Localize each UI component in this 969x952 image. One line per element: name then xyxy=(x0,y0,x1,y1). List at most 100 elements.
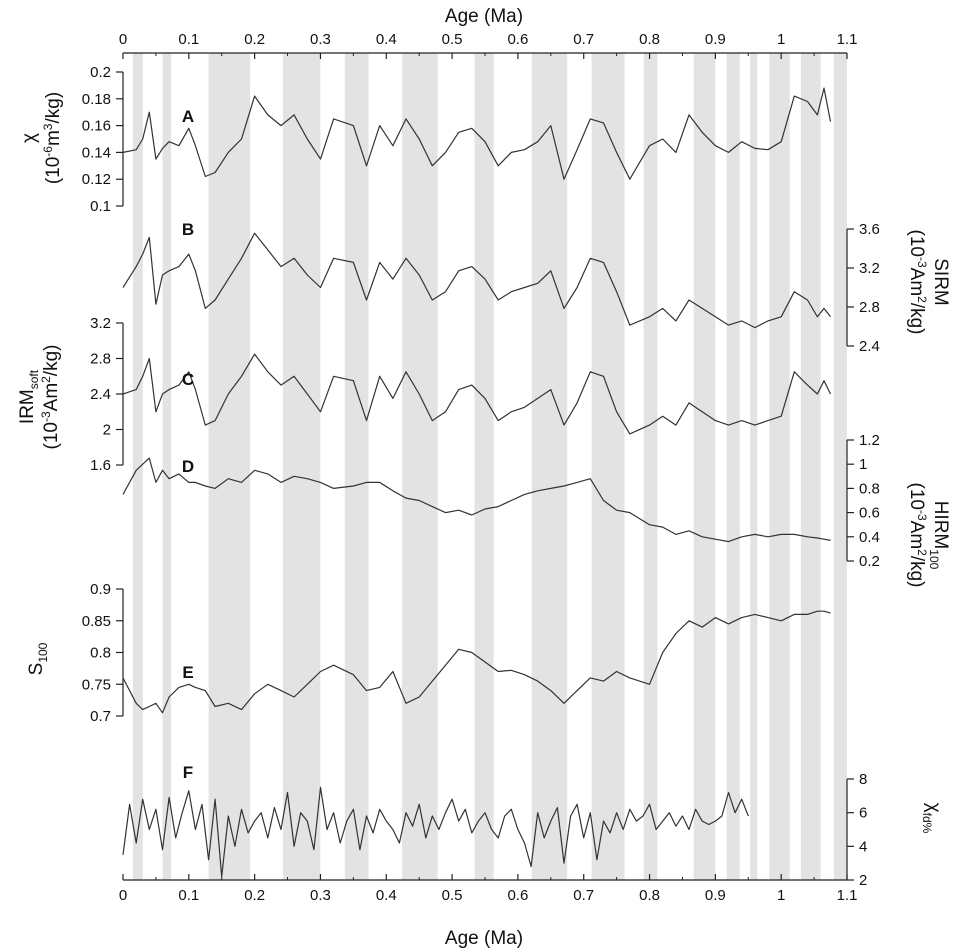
x-tick-label: 0.7 xyxy=(573,887,594,904)
panel-e-y-tick-label: 0.9 xyxy=(90,581,111,598)
panel-a-letter: A xyxy=(182,107,194,126)
shaded-band-2 xyxy=(162,53,172,880)
shaded-band-11 xyxy=(693,53,716,880)
panel-d-y-tick-label: 1 xyxy=(859,456,867,473)
x-tick-label: 0 xyxy=(119,31,127,48)
panel-a-y-tick-label: 0.12 xyxy=(82,171,111,188)
panel-d: 0.2 0.4 0.6 0.8 1 1.2 D xyxy=(122,432,880,570)
panel-a-ylabel-unit: (10-6m3/kg) xyxy=(41,92,64,184)
x-tick-label: 0.2 xyxy=(244,887,265,904)
panel-e-ylabel-main: S100 xyxy=(26,642,50,675)
shaded-band-15 xyxy=(800,53,821,880)
panel-d-letter: D xyxy=(182,457,194,476)
panel-e-y-tick-label: 0.8 xyxy=(90,645,111,662)
panel-f-y-tick-label: 4 xyxy=(859,838,867,855)
panel-a-ylabel-main: χ xyxy=(19,133,40,143)
panel-e: 0.7 0.75 0.8 0.85 0.9 E xyxy=(82,581,831,725)
x-tick-label: 0.2 xyxy=(244,31,265,48)
x-tick-label: 0.6 xyxy=(507,31,528,48)
panel-f-y-tick-label: 6 xyxy=(859,805,867,822)
panel-a-y-tick-label: 0.16 xyxy=(82,118,111,135)
panel-a-ylabel: χ (10-6m3/kg) xyxy=(19,92,64,184)
x-tick-label: 1.1 xyxy=(837,887,858,904)
shaded-band-13 xyxy=(750,53,758,880)
panel-b-ylabel-main: SIRM xyxy=(930,258,951,306)
x-tick-label: 0.1 xyxy=(178,31,199,48)
bottom-age-axis: 0 0.1 0.2 0.3 0.4 0.5 0.6 0.7 0.8 0.9 1 1.1 xyxy=(119,874,858,904)
x-tick-label: 0.3 xyxy=(310,887,331,904)
x-tick-label: 0.9 xyxy=(705,31,726,48)
panel-f-y-tick-label: 8 xyxy=(859,771,867,788)
shaded-band-1 xyxy=(132,53,143,880)
x-tick-label: 0.7 xyxy=(573,31,594,48)
panel-a-y-tick-label: 0.14 xyxy=(82,144,111,161)
panel-c-y-tick-label: 3.2 xyxy=(90,315,111,332)
panel-b-series-line xyxy=(122,232,831,329)
shaded-band-4 xyxy=(282,53,321,880)
panel-b-y-tick-label: 2.4 xyxy=(859,338,880,355)
panel-e-ylabel: S100 xyxy=(26,642,50,675)
x-tick-label: 0.6 xyxy=(507,887,528,904)
panel-f-ylabel: χfd% xyxy=(920,803,944,834)
panel-c-y-tick-label: 1.6 xyxy=(90,457,111,474)
panel-d-ylabel-main: HIRM100 xyxy=(927,501,951,570)
x-tick-label: 0.4 xyxy=(376,887,397,904)
x-tick-label: 0.8 xyxy=(639,31,660,48)
panel-a-y-tick-label: 0.18 xyxy=(82,91,111,108)
shaded-band-9 xyxy=(591,53,625,880)
x-tick-label: 0.5 xyxy=(442,887,463,904)
x-tick-label: 0.3 xyxy=(310,31,331,48)
panel-c: 1.6 2 2.4 2.8 3.2 C xyxy=(90,315,832,474)
panel-b-ylabel-unit: (10-3Am2/kg) xyxy=(906,229,929,334)
panel-d-series-line xyxy=(122,457,831,543)
shaded-band-16 xyxy=(833,53,847,880)
top-age-axis: 0 0.1 0.2 0.3 0.4 0.5 0.6 0.7 0.8 0.9 1 1.1 xyxy=(119,31,858,59)
panel-f-series-line xyxy=(122,786,749,878)
panel-b-y-tick-label: 3.6 xyxy=(859,221,880,238)
panel-a-y-tick-label: 0.1 xyxy=(90,198,111,215)
shaded-intervals xyxy=(132,53,847,880)
shaded-band-6 xyxy=(402,53,438,880)
x-tick-label: 0.9 xyxy=(705,887,726,904)
shaded-band-5 xyxy=(344,53,369,880)
panel-c-letter: C xyxy=(182,370,194,389)
x-tick-label: 0.4 xyxy=(376,31,397,48)
panel-c-y-tick-label: 2 xyxy=(103,422,111,439)
bottom-x-axis-title: Age (Ma) xyxy=(445,928,523,949)
panel-c-ylabel-unit: (10-3Am2/kg) xyxy=(39,344,62,449)
shaded-band-3 xyxy=(208,53,251,880)
x-tick-label: 1 xyxy=(777,887,785,904)
panel-e-y-tick-label: 0.7 xyxy=(90,708,111,725)
panel-e-y-tick-label: 0.75 xyxy=(82,676,111,693)
panel-b-y-tick-label: 2.8 xyxy=(859,299,880,316)
shaded-band-10 xyxy=(643,53,658,880)
panel-b-y-tick-label: 3.2 xyxy=(859,260,880,277)
panel-f-letter: F xyxy=(183,763,193,782)
panel-d-y-tick-label: 1.2 xyxy=(859,432,880,449)
panel-c-y-tick-label: 2.8 xyxy=(90,351,111,368)
panel-c-series-line xyxy=(122,353,832,435)
panel-a: 0.1 0.12 0.14 0.16 0.18 0.2 A xyxy=(82,64,832,215)
panel-b-ylabel: SIRM (10-3Am2/kg) xyxy=(906,229,951,334)
top-x-axis-title: Age (Ma) xyxy=(445,6,523,27)
panel-d-y-tick-label: 0.6 xyxy=(859,505,880,522)
panel-d-y-tick-label: 0.2 xyxy=(859,553,880,570)
panel-d-y-tick-label: 0.8 xyxy=(859,480,880,497)
panel-e-series-line xyxy=(122,610,831,714)
panel-d-y-tick-label: 0.4 xyxy=(859,529,880,546)
x-tick-label: 0 xyxy=(119,887,127,904)
panel-f-y-tick-label: 2 xyxy=(859,872,867,889)
x-tick-label: 1 xyxy=(777,31,785,48)
panels: 0.1 0.12 0.14 0.16 0.18 0.2 A 2.4 2.8 3.2 3.6 B 1.6 2… xyxy=(82,64,880,889)
shaded-band-14 xyxy=(769,53,790,880)
shaded-band-8 xyxy=(531,53,568,880)
panel-d-ylabel: HIRM100 (10-3Am2/kg) xyxy=(906,482,951,587)
panel-c-ylabel-main: IRMsoft xyxy=(17,369,41,424)
panel-b: 2.4 2.8 3.2 3.6 B xyxy=(122,220,880,355)
x-tick-label: 1.1 xyxy=(837,31,858,48)
panel-e-letter: E xyxy=(182,663,193,682)
x-tick-label: 0.1 xyxy=(178,887,199,904)
panel-a-series-line xyxy=(122,87,832,180)
shaded-band-7 xyxy=(474,53,494,880)
x-tick-label: 0.5 xyxy=(442,31,463,48)
